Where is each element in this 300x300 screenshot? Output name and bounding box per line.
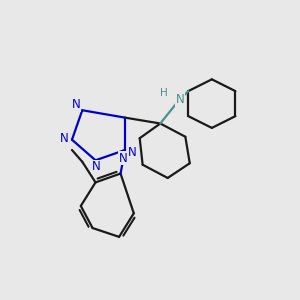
Text: N: N	[119, 152, 128, 165]
Text: N: N	[92, 160, 100, 173]
Text: N: N	[60, 132, 68, 145]
Text: N: N	[128, 146, 136, 159]
Text: N: N	[71, 98, 80, 111]
Text: H: H	[160, 88, 168, 98]
Text: N: N	[176, 93, 185, 106]
